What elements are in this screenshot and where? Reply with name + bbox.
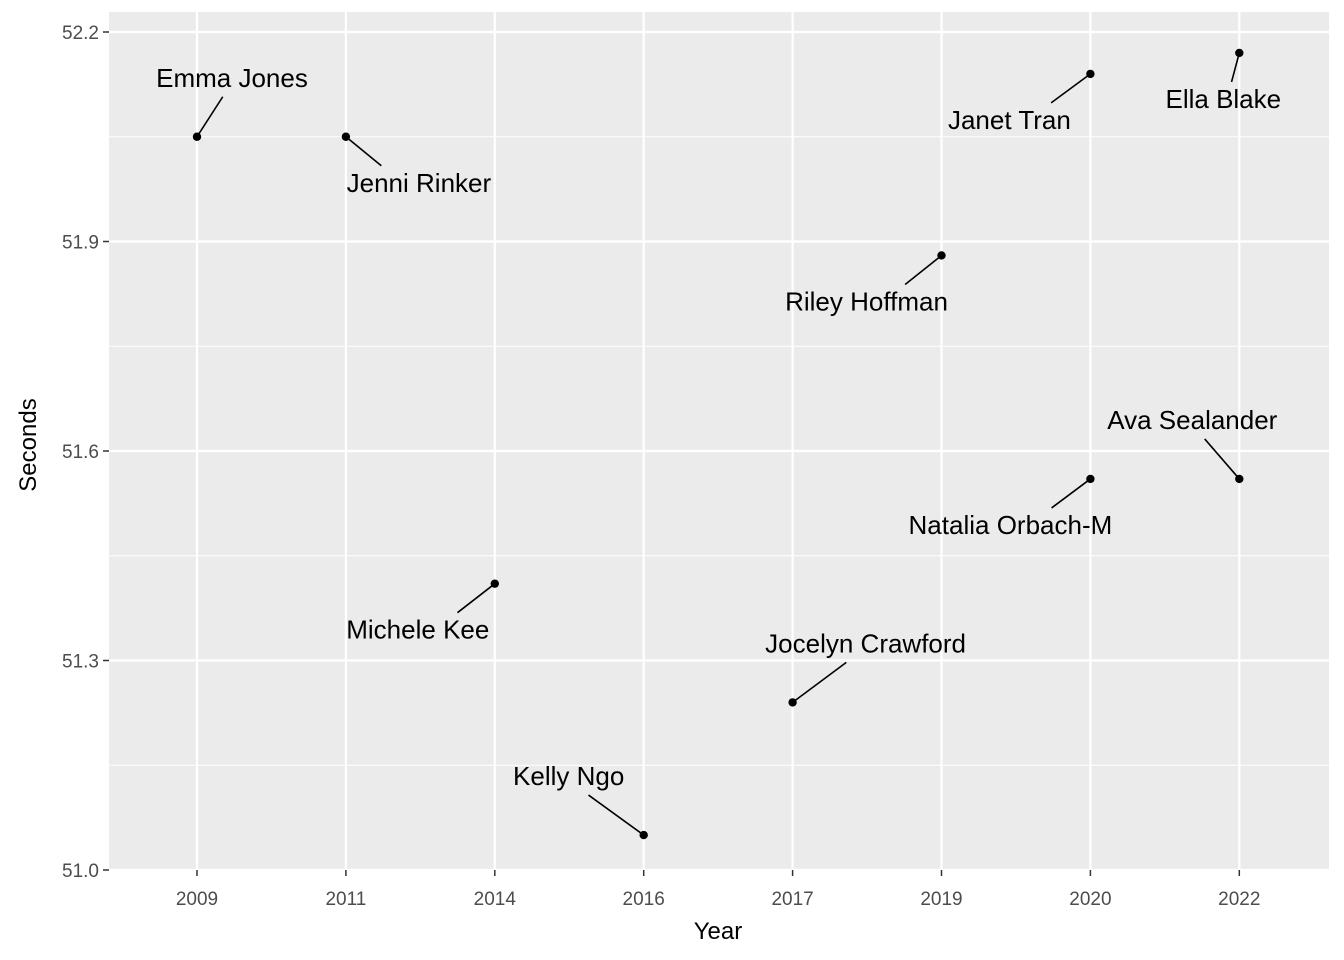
label-leader-line [1051,478,1091,509]
data-point [639,830,648,840]
data-point [1235,48,1244,58]
point-label: Natalia Orbach-M [909,510,1113,540]
x-tick-label: 2017 [771,889,813,910]
y-tick-label: 51.0 [62,861,99,882]
x-axis-title: Year [694,918,743,945]
minor-grid [109,136,1329,766]
x-tick-label: 2011 [325,889,366,910]
point-label: Riley Hoffman [785,286,948,316]
y-tick-label: 51.9 [62,233,99,254]
point-labels: Emma Jones Jenni Rinker Michele Kee Kelly N… [156,63,1281,791]
label-leader-line [904,254,942,286]
x-tick-label: 2014 [474,889,517,910]
y-tick-label: 52.2 [62,23,99,44]
y-tick-label: 51.3 [62,652,99,673]
label-leader-line [1204,438,1240,480]
x-tick-label: 2019 [920,889,962,910]
point-label: Ava Sealander [1107,405,1277,435]
y-axis: 51.0 51.3 51.6 51.9 52.2 [62,23,109,882]
data-point [192,132,202,141]
x-axis: 2009 2011 2014 2016 2017 2019 2020 2022 [176,870,1260,910]
x-tick-label: 2022 [1218,889,1260,910]
y-axis-title: Seconds [15,398,42,491]
y-tick-label: 51.6 [62,442,99,463]
point-label: Janet Tran [948,105,1071,135]
data-point [490,579,499,588]
x-tick-label: 2016 [623,889,665,910]
label-leader-line [345,136,382,167]
data-point [1235,474,1244,484]
point-label: Emma Jones [156,63,308,93]
plot-panel [109,12,1329,870]
data-point [341,132,351,141]
point-label: Kelly Ngo [513,761,624,791]
data-points [192,48,1244,840]
label-leader-line [456,583,496,614]
point-label: Jenni Rinker [347,168,492,198]
x-tick-label: 2020 [1069,889,1111,910]
data-point [1086,474,1095,484]
point-label: Michele Kee [346,615,489,645]
label-leader-line [196,96,224,138]
label-leader-line [1230,52,1241,83]
label-leader-line [588,794,645,836]
x-tick-label: 2009 [176,889,218,910]
major-grid [109,12,1329,872]
label-leader-lines [196,52,1241,836]
data-point [788,698,797,707]
data-point [1086,69,1095,79]
label-leader-line [1050,73,1091,104]
point-label: Ella Blake [1165,84,1281,114]
data-point [937,251,946,260]
label-leader-line [792,661,847,704]
point-label: Jocelyn Crawford [765,628,966,658]
